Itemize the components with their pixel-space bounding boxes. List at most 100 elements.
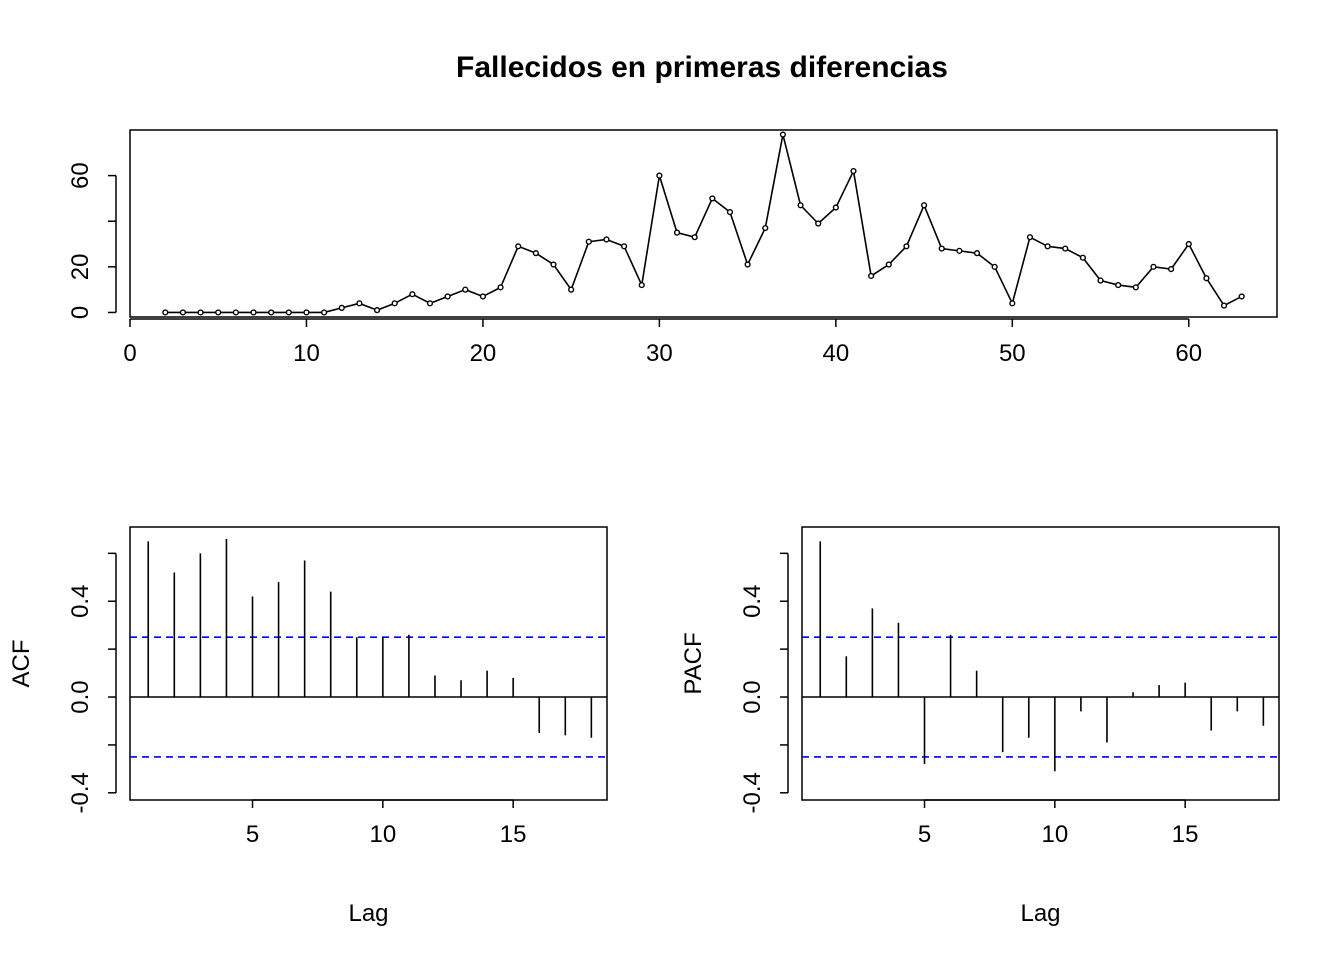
data-point: [956, 247, 963, 254]
data-point: [1185, 240, 1192, 248]
y-tick-label: 0.0: [739, 680, 766, 713]
data-point: [232, 309, 239, 316]
series-segment: [1064, 247, 1084, 259]
data-point: [1203, 275, 1210, 282]
data-point: [973, 250, 981, 257]
data-point: [197, 309, 204, 316]
series-segment: [429, 295, 448, 305]
data-point: [1009, 300, 1016, 307]
data-point: [656, 172, 663, 179]
y-tick-label: 0.0: [67, 680, 94, 713]
pacf-panel: 5 10 15 -0.4 0.0 0.4 Lag PACF: [680, 526, 1280, 927]
y-axis: -0.4 0.0 0.4: [67, 552, 117, 813]
data-point: [550, 261, 557, 268]
series-segment: [888, 245, 908, 266]
series-segment: [376, 302, 395, 311]
plot-frame: [129, 526, 608, 801]
x-tick-label: 5: [246, 821, 259, 848]
series-segment: [1170, 243, 1190, 270]
data-point: [373, 307, 381, 314]
series-segment: [1188, 243, 1208, 279]
data-point: [903, 243, 910, 250]
series-segment: [447, 288, 466, 298]
series-segment: [835, 170, 855, 208]
data-point: [479, 293, 487, 300]
data-point: [815, 220, 822, 227]
data-point: [744, 261, 751, 268]
data-point: [920, 202, 928, 209]
data-point: [585, 238, 592, 245]
data-point: [850, 167, 857, 175]
data-point: [762, 224, 769, 232]
series-segment: [817, 206, 837, 225]
y-axis: -0.4 0.0 0.4: [739, 552, 789, 813]
series-segment: [782, 134, 802, 206]
data-point: [321, 309, 328, 316]
data-point: [797, 202, 804, 209]
series-segment: [482, 286, 501, 298]
series-segment: [411, 293, 431, 305]
data-point: [726, 208, 734, 216]
y-tick-label: 0.4: [67, 585, 94, 618]
y-tick-label: 0.4: [739, 585, 766, 618]
x-tick-label: 20: [470, 340, 497, 367]
x-tick-label: 15: [1172, 821, 1199, 848]
data-point: [215, 309, 222, 316]
x-tick-label: 40: [822, 340, 849, 367]
data-point: [1150, 263, 1157, 270]
data-point: [885, 261, 892, 268]
data-point: [462, 286, 469, 293]
data-point: [620, 243, 628, 250]
x-tick-label: 10: [1041, 821, 1068, 848]
series-segment: [870, 263, 890, 277]
data-point: [515, 243, 522, 250]
series-segment: [499, 245, 519, 288]
data-point: [426, 300, 434, 307]
series-segment: [1135, 266, 1155, 288]
series-segment: [976, 252, 996, 268]
series-segment: [1029, 236, 1048, 248]
data-point: [1062, 245, 1069, 252]
series-segment: [993, 266, 1014, 304]
x-tick-label: 0: [123, 340, 136, 367]
time-series-panel: 0 10 20 30 40 50 60 0 20 60: [67, 129, 1278, 367]
series-segment: [658, 175, 678, 233]
data-point: [868, 272, 875, 280]
data-point: [991, 263, 998, 270]
x-axis: 0 10 20 30 40 50 60: [123, 318, 1202, 367]
series-segment: [535, 252, 554, 266]
y-axis-label: PACF: [680, 632, 707, 694]
data-point: [1044, 243, 1051, 250]
series-segment: [1223, 295, 1243, 307]
series-segment: [1082, 257, 1102, 282]
x-tick-label: 50: [999, 340, 1026, 367]
series-segment: [464, 288, 484, 298]
data-point: [444, 293, 451, 300]
acf-panel: 5 10 15 -0.4 0.0 0.4 Lag ACF: [8, 526, 608, 927]
y-tick-label: 20: [67, 253, 94, 280]
chart-title: Fallecidos en primeras diferencias: [456, 51, 948, 84]
x-tick-label: 5: [918, 821, 931, 848]
data-point: [285, 309, 292, 316]
data-point: [568, 286, 575, 293]
data-point: [303, 309, 310, 316]
data-point: [409, 291, 416, 298]
x-axis: 5 10 15: [918, 799, 1199, 848]
plot-frame: [129, 129, 1278, 318]
series-segment: [711, 197, 731, 213]
series-segment: [729, 211, 749, 265]
data-point: [779, 131, 787, 138]
series-segment: [359, 302, 378, 311]
series-segment: [570, 241, 590, 290]
series-segment: [623, 245, 643, 286]
series-segment: [1205, 277, 1225, 307]
series-segment: [799, 204, 819, 225]
data-point: [832, 204, 839, 211]
data-point: [338, 304, 345, 311]
y-axis-label: ACF: [8, 640, 35, 688]
series-segment: [764, 134, 784, 229]
data-point: [268, 309, 275, 316]
data-point: [1097, 277, 1104, 284]
data-point: [938, 245, 945, 252]
